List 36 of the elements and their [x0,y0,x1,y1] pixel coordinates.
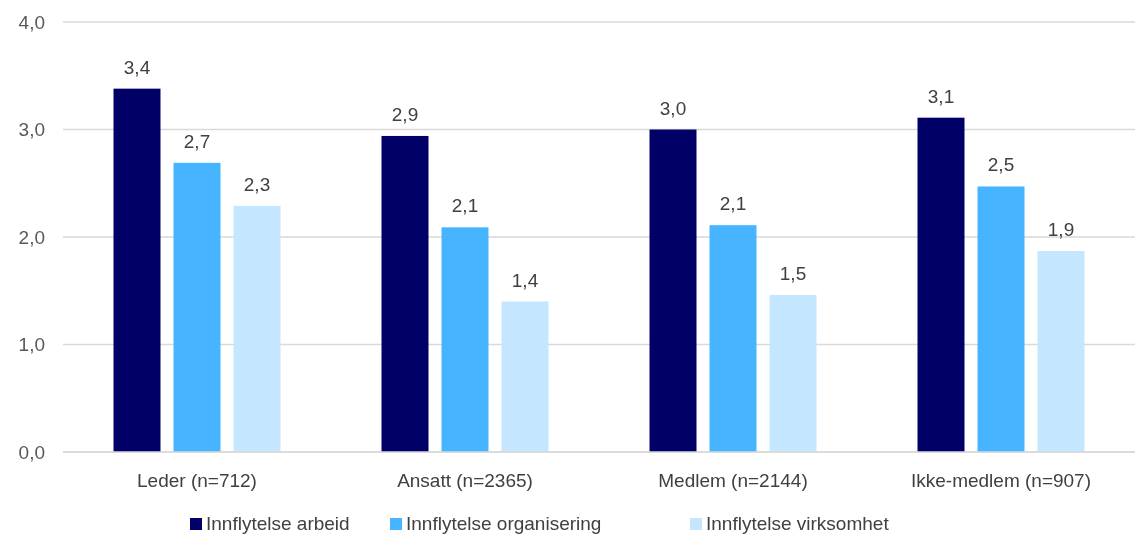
y-tick-label: 0,0 [18,441,45,463]
data-label: 3,0 [659,97,687,119]
y-tick-label: 1,0 [18,334,45,356]
bar [501,301,549,452]
bar [649,129,697,452]
data-label: 1,4 [511,269,539,291]
bar [173,162,221,452]
bar [1037,250,1085,452]
bar [441,227,489,452]
bar [233,205,281,452]
x-tick-label: Leder (n=712) [137,470,257,491]
data-label: 1,5 [779,263,807,285]
data-label: 2,3 [243,173,271,195]
bar [709,225,757,452]
data-label: 3,1 [927,85,955,107]
bar [381,135,429,452]
data-label: 2,9 [391,103,419,125]
bar [769,295,817,452]
x-tick-label: Ikke-medlem (n=907) [910,470,1092,491]
x-tick-label: Medlem (n=2144) [658,470,808,491]
data-label: 2,7 [183,130,211,152]
data-label: 2,1 [451,195,479,217]
bar [977,186,1025,452]
bar [113,88,161,452]
data-label: 2,5 [987,154,1015,176]
data-label: 2,1 [719,193,747,215]
legend-label: Innflytelse virksomhet [706,513,890,534]
legend-label: Innflytelse organisering [406,513,602,534]
x-tick-label: Ansatt (n=2365) [397,470,533,491]
data-label: 1,9 [1047,218,1075,240]
y-tick-label: 4,0 [18,11,45,33]
y-tick-label: 2,0 [18,226,45,248]
bar [917,117,965,452]
y-tick-label: 3,0 [18,119,45,141]
data-label: 3,4 [123,56,151,78]
legend-label: Innflytelse arbeid [206,513,350,534]
